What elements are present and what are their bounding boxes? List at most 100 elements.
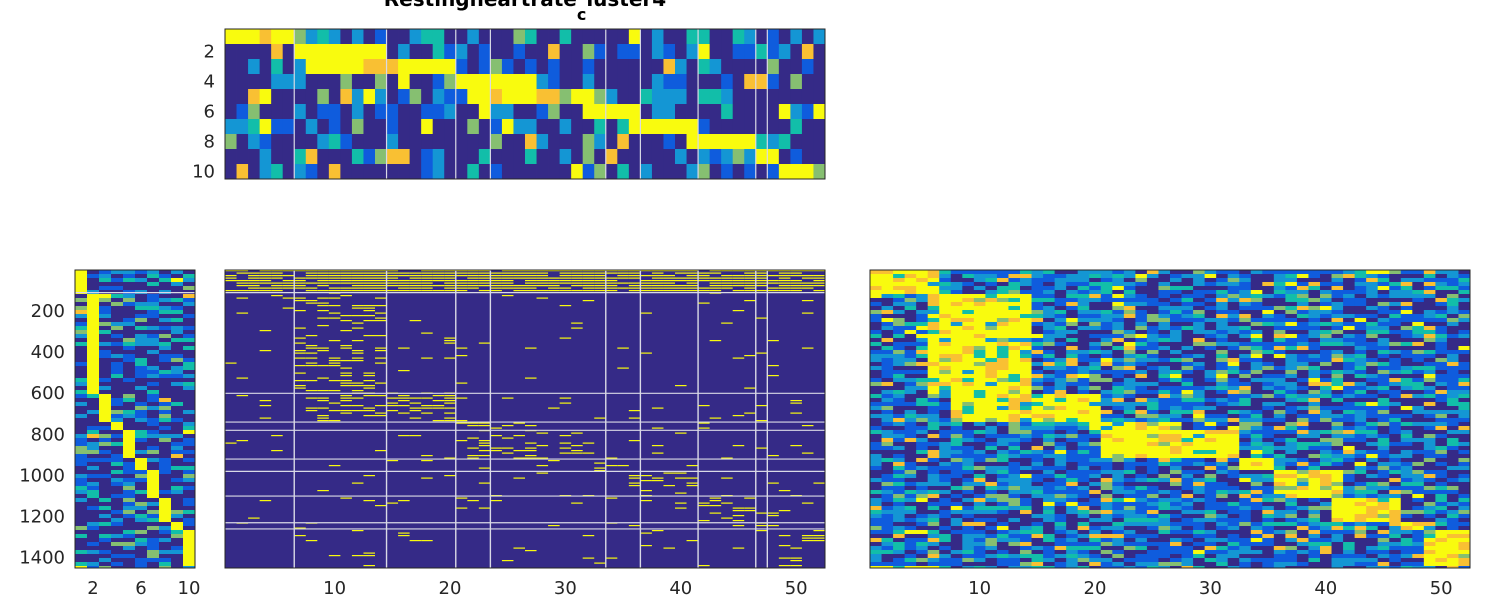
heatmap-cell: [525, 44, 537, 60]
heatmap-cell: [1008, 274, 1021, 279]
heatmap-cell: [1331, 466, 1344, 471]
heatmap-cell: [1273, 354, 1286, 359]
y-tick-label: 6: [204, 102, 215, 123]
heatmap-cell: [1366, 354, 1379, 359]
heatmap-cell: [1296, 374, 1309, 379]
heatmap-cell: [870, 290, 882, 295]
heatmap-cell: [1239, 338, 1252, 343]
heatmap-cell: [75, 274, 88, 279]
heatmap-cell: [351, 340, 364, 342]
heatmap-cell: [455, 287, 468, 289]
heatmap-cell: [386, 89, 399, 105]
heatmap-cell: [525, 164, 537, 180]
heatmap-cell: [1446, 458, 1459, 463]
heatmap-cell: [1135, 446, 1148, 451]
heatmap-cell: [1066, 478, 1079, 483]
heatmap-cell: [1146, 374, 1159, 379]
heatmap-cell: [351, 280, 364, 282]
heatmap-cell: [386, 285, 399, 287]
heatmap-cell: [501, 287, 514, 289]
heatmap-cell: [75, 410, 88, 415]
heatmap-cell: [99, 286, 112, 291]
heatmap-cell: [1135, 398, 1148, 403]
heatmap-cell: [501, 29, 514, 45]
heatmap-cell: [478, 482, 491, 484]
heatmap-cell: [183, 478, 196, 483]
heatmap-cell: [317, 420, 329, 422]
heatmap-cell: [1123, 430, 1136, 435]
heatmap-cell: [1262, 270, 1275, 275]
heatmap-cell: [1227, 390, 1240, 395]
heatmap-cell: [87, 398, 100, 403]
heatmap-cell: [778, 277, 791, 279]
heatmap-cell: [1066, 286, 1079, 291]
heatmap-cell: [1135, 450, 1148, 455]
heatmap-cell: [904, 442, 917, 447]
heatmap-cell: [111, 510, 124, 515]
heatmap-cell: [1066, 366, 1079, 371]
heatmap-cell: [904, 334, 917, 339]
heatmap-cell: [571, 270, 583, 272]
heatmap-cell: [881, 310, 894, 315]
heatmap-cell: [478, 275, 491, 277]
heatmap-cell: [386, 280, 399, 282]
heatmap-cell: [1458, 470, 1471, 475]
heatmap-cell: [790, 290, 802, 292]
heatmap-cell: [881, 470, 894, 475]
heatmap-cell: [1239, 286, 1252, 291]
heatmap-cell: [147, 478, 160, 483]
heatmap-cell: [893, 302, 906, 307]
heatmap-cell: [1320, 482, 1332, 487]
heatmap-cell: [1308, 270, 1321, 275]
heatmap-cell: [1077, 366, 1090, 371]
heatmap-cell: [996, 306, 1009, 311]
heatmap-cell: [147, 430, 160, 435]
heatmap-cell: [183, 530, 196, 535]
heatmap-cell: [1077, 346, 1090, 351]
heatmap-cell: [1343, 334, 1356, 339]
heatmap-cell: [973, 470, 986, 475]
heatmap-cell: [1100, 434, 1113, 439]
heatmap-cell: [962, 482, 975, 487]
heatmap-cell: [1354, 310, 1367, 315]
heatmap-cell: [171, 286, 184, 291]
heatmap-cell: [985, 414, 998, 419]
heatmap-cell: [1181, 346, 1194, 351]
heatmap-cell: [893, 446, 906, 451]
heatmap-cell: [1296, 342, 1309, 347]
heatmap-cell: [939, 398, 952, 403]
heatmap-cell: [340, 270, 352, 272]
heatmap-cell: [111, 558, 124, 563]
heatmap-cell: [99, 542, 112, 547]
heatmap-cell: [985, 290, 998, 295]
heatmap-cell: [363, 307, 375, 309]
heatmap-cell: [183, 506, 196, 511]
heatmap-cell: [1112, 478, 1125, 483]
heatmap-cell: [75, 458, 88, 463]
heatmap-cell: [183, 546, 196, 551]
heatmap-cell: [328, 164, 341, 180]
heatmap-cell: [927, 338, 940, 343]
heatmap-cell: [1054, 302, 1067, 307]
heatmap-cell: [1354, 466, 1367, 471]
heatmap-cell: [1446, 346, 1459, 351]
heatmap-cell: [171, 310, 184, 315]
heatmap-cell: [328, 362, 341, 364]
heatmap-cell: [478, 422, 491, 424]
heatmap-cell: [99, 298, 112, 303]
heatmap-cell: [916, 294, 929, 299]
heatmap-cell: [1446, 450, 1459, 455]
heatmap-cell: [1158, 358, 1171, 363]
heatmap-cell: [1112, 318, 1125, 323]
heatmap-cell: [248, 134, 261, 150]
heatmap-cell: [1112, 362, 1125, 367]
heatmap-cell: [1181, 350, 1194, 355]
heatmap-cell: [432, 277, 445, 279]
heatmap-cell: [1435, 274, 1448, 279]
heatmap-cell: [87, 386, 100, 391]
heatmap-cell: [111, 354, 124, 359]
heatmap-cell: [1250, 306, 1263, 311]
heatmap-cell: [1204, 294, 1217, 299]
heatmap-cell: [375, 275, 387, 277]
